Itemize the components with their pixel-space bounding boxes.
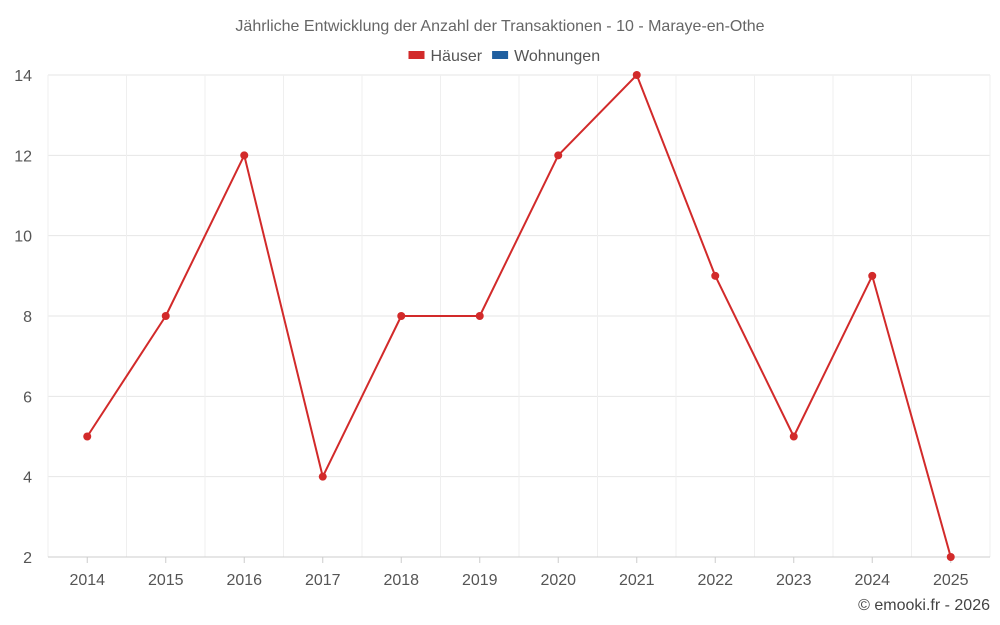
x-tick-label: 2018 (383, 572, 419, 589)
x-tick-label: 2016 (226, 572, 262, 589)
data-point[interactable] (397, 312, 406, 320)
y-tick-label: 2 (23, 550, 32, 567)
series-line (86, 74, 952, 558)
y-tick-label: 12 (14, 148, 32, 165)
x-tick-label: 2022 (697, 572, 733, 589)
x-tick-label: 2025 (933, 572, 969, 589)
legend-swatch (408, 51, 425, 59)
legend-swatch (492, 51, 509, 59)
data-point[interactable] (711, 271, 720, 280)
series-layer (83, 71, 955, 561)
y-tick-label: 10 (14, 229, 32, 246)
chart-legend: Häuser Wohnungen (408, 48, 600, 65)
y-tick-label: 6 (23, 389, 32, 406)
y-tick-label: 8 (23, 309, 32, 326)
data-point[interactable] (632, 71, 641, 79)
x-tick-label: 2023 (776, 572, 812, 589)
legend-label: Wohnungen (514, 48, 600, 65)
data-point[interactable] (318, 472, 327, 481)
legend-label: Häuser (431, 48, 483, 65)
y-axis: 2 4 6 8 10 12 14 (14, 68, 32, 567)
copyright-credit: © emooki.fr - 2026 (858, 597, 990, 614)
x-tick-label: 2021 (619, 572, 655, 589)
y-tick-label: 4 (23, 470, 32, 487)
data-point[interactable] (240, 151, 249, 160)
data-point[interactable] (83, 432, 92, 441)
data-point[interactable] (946, 553, 955, 561)
data-point[interactable] (161, 312, 170, 320)
data-point[interactable] (475, 312, 484, 320)
y-tick-label: 14 (14, 68, 32, 85)
data-point[interactable] (554, 151, 563, 160)
chart-grid (47, 74, 991, 558)
x-axis: 2014 2015 2016 2017 2018 2019 2020 2021 2022 2023… (48, 556, 990, 589)
x-tick-label: 2019 (462, 572, 498, 589)
chart-title: Jährliche Entwicklung der Anzahl der Tra… (235, 18, 764, 35)
x-tick-label: 2024 (854, 572, 890, 589)
data-point[interactable] (868, 271, 877, 280)
x-tick-label: 2017 (305, 572, 341, 589)
x-tick-label: 2014 (69, 572, 105, 589)
x-tick-label: 2015 (148, 572, 184, 589)
x-tick-label: 2020 (540, 572, 576, 589)
data-point[interactable] (789, 432, 798, 441)
